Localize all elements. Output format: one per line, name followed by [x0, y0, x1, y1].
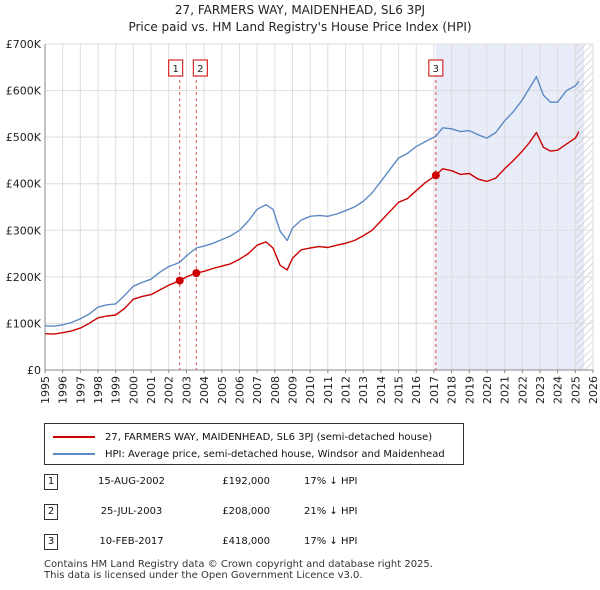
- x-tick-label: 2003: [180, 376, 193, 404]
- sale-date: 25-JUL-2003: [100, 506, 163, 517]
- sale-date: 15-AUG-2002: [97, 476, 166, 487]
- x-tick-label: 1997: [74, 376, 87, 404]
- x-tick-label: 2004: [198, 376, 211, 404]
- footer-copyright: Contains HM Land Registry data © Crown c…: [44, 559, 433, 570]
- x-tick-label: 2007: [251, 376, 264, 404]
- legend-swatch-property: [53, 436, 95, 438]
- sale-price: £192,000: [222, 476, 270, 487]
- x-tick-label: 2024: [552, 376, 565, 404]
- sale-marker-box: [192, 59, 208, 77]
- sale-price: £418,000: [222, 536, 270, 547]
- x-tick-label: 2001: [145, 376, 158, 404]
- legend-swatch-hpi: [53, 453, 95, 455]
- sale-date: 10-FEB-2017: [99, 536, 164, 547]
- x-tick-label: 2009: [286, 376, 299, 404]
- x-tick-label: 1998: [92, 376, 105, 404]
- table-row: 1 15-AUG-2002 £192,000 17% ↓ HPI: [44, 474, 464, 492]
- x-tick-label: 2017: [428, 376, 441, 404]
- y-tick-label: £0: [27, 364, 41, 377]
- sale-marker-label: 2: [197, 64, 203, 75]
- sale-marker-box: [428, 59, 444, 77]
- y-tick-label: £600K: [6, 85, 42, 98]
- chart-legend: 27, FARMERS WAY, MAIDENHEAD, SL6 3PJ (se…: [44, 423, 464, 465]
- x-tick-label: 2005: [216, 376, 229, 404]
- legend-label-hpi: HPI: Average price, semi-detached house,…: [105, 448, 445, 460]
- y-tick-label: £200K: [6, 271, 42, 284]
- x-tick-label: 1999: [110, 376, 123, 404]
- chart-subtitle: Price paid vs. HM Land Registry's House …: [128, 20, 472, 34]
- sale-number-badge: 3: [44, 534, 58, 550]
- x-tick-label: 2010: [304, 376, 317, 404]
- sale-hpi-diff: 17% ↓ HPI: [304, 536, 358, 547]
- hatched-region: [575, 44, 593, 370]
- x-tick-label: 2000: [127, 376, 140, 404]
- x-tick-label: 2016: [410, 376, 423, 404]
- y-tick-label: £300K: [6, 224, 42, 237]
- x-tick-label: 2019: [463, 376, 476, 404]
- x-tick-label: 2011: [322, 376, 335, 404]
- property-series-line: [45, 131, 580, 335]
- x-tick-label: 1995: [39, 376, 52, 404]
- sale-marker-box: [168, 59, 184, 77]
- price-chart: 1 2 3 £0 £100K £200K £300K £400K £500K £600K £700…: [6, 38, 600, 404]
- sale-hpi-diff: 17% ↓ HPI: [304, 476, 358, 487]
- sale-price: £208,000: [222, 506, 270, 517]
- hpi-series-line: [45, 75, 580, 327]
- chart-title-block: 27, FARMERS WAY, MAIDENHEAD, SL6 3PJ Pri…: [0, 2, 600, 36]
- x-tick-label: 1996: [57, 376, 70, 404]
- x-tick-label: 2014: [375, 376, 388, 404]
- x-tick-label: 2021: [499, 376, 512, 404]
- legend-label-property: 27, FARMERS WAY, MAIDENHEAD, SL6 3PJ (se…: [105, 431, 433, 443]
- x-tick-label: 2006: [233, 376, 246, 404]
- sale-point: [431, 171, 440, 180]
- legend-item-property: 27, FARMERS WAY, MAIDENHEAD, SL6 3PJ (se…: [53, 429, 432, 445]
- y-tick-label: £100K: [6, 317, 42, 330]
- x-tick-label: 2015: [393, 376, 406, 404]
- x-tick-label: 2026: [587, 376, 600, 404]
- x-tick-label: 2022: [516, 376, 529, 404]
- sale-number-badge: 1: [44, 474, 58, 490]
- post-sale-shaded-region: [435, 44, 585, 370]
- x-tick-label: 2008: [269, 376, 282, 404]
- sale-marker-label: 3: [433, 64, 439, 75]
- x-tick-label: 2002: [163, 376, 176, 404]
- table-row: 3 10-FEB-2017 £418,000 17% ↓ HPI: [44, 534, 464, 552]
- sale-number-badge: 2: [44, 504, 58, 520]
- sale-marker-label: 1: [173, 64, 179, 75]
- y-tick-label: £400K: [6, 178, 42, 191]
- y-tick-label: £700K: [6, 38, 42, 51]
- y-tick-label: £500K: [6, 131, 42, 144]
- x-tick-label: 2023: [534, 376, 547, 404]
- x-tick-label: 2013: [357, 376, 370, 404]
- table-row: 2 25-JUL-2003 £208,000 21% ↓ HPI: [44, 504, 464, 522]
- x-tick-label: 2025: [569, 376, 582, 404]
- legend-item-hpi: HPI: Average price, semi-detached house,…: [53, 446, 445, 462]
- footer-licence: This data is licensed under the Open Gov…: [44, 570, 363, 581]
- sale-point: [192, 269, 201, 278]
- x-tick-label: 2012: [340, 376, 353, 404]
- x-tick-label: 2020: [481, 376, 494, 404]
- footer-attribution: Contains HM Land Registry data © Crown c…: [44, 559, 433, 581]
- sale-hpi-diff: 21% ↓ HPI: [304, 506, 358, 517]
- chart-title: 27, FARMERS WAY, MAIDENHEAD, SL6 3PJ: [174, 3, 426, 17]
- x-tick-label: 2018: [446, 376, 459, 404]
- sale-point: [175, 276, 184, 285]
